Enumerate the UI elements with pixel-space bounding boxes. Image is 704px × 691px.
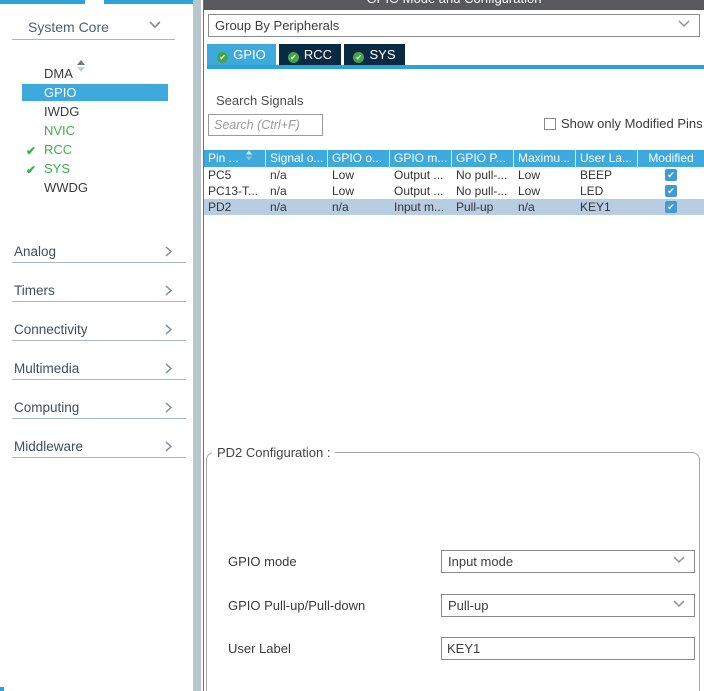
category-underline — [12, 340, 186, 341]
mode-config-titlebar: GPIO Mode and Configuration — [204, 0, 704, 10]
chevron-right-icon — [164, 440, 173, 453]
sidebar-category-computing[interactable]: Computing — [14, 399, 179, 416]
panel-splitter[interactable] — [193, 0, 201, 691]
sidebar-category-connectivity[interactable]: Connectivity — [14, 321, 179, 338]
panel-divider-line — [203, 0, 204, 691]
gpio-mode-label: GPIO mode — [228, 554, 297, 569]
pd2-configuration-title: PD2 Configuration : — [212, 445, 336, 460]
category-underline — [12, 301, 186, 302]
table-row[interactable]: PC5 n/a Low Output ... No pull-... Low B… — [204, 167, 704, 183]
category-underline — [12, 418, 186, 419]
column-header-user-label[interactable]: User La... — [576, 150, 638, 167]
check-circle-icon: ✔ — [287, 52, 299, 63]
sidebar-top-accent — [0, 0, 85, 4]
category-underline — [12, 262, 186, 263]
category-underline — [12, 457, 186, 458]
chevron-right-icon — [164, 401, 173, 414]
sidebar-category-middleware[interactable]: Middleware — [14, 438, 179, 455]
column-header-maximum[interactable]: Maximu... — [514, 150, 576, 167]
chevron-right-icon — [164, 323, 173, 336]
column-header-gpio-output[interactable]: GPIO o... — [328, 150, 390, 167]
tab-sys[interactable]: ✔ SYS — [344, 44, 405, 65]
group-by-dropdown[interactable]: Group By Peripherals — [208, 14, 700, 37]
show-only-modified-label: Show only Modified Pins — [561, 116, 703, 131]
table-header-row: Pin ... Signal o... GPIO o... GPIO m... … — [204, 150, 704, 167]
modified-checkbox[interactable]: ✔ — [665, 185, 677, 197]
sidebar-item-iwdg[interactable]: IWDG — [44, 104, 80, 119]
search-signals-label: Search Signals — [216, 93, 304, 108]
check-circle-icon: ✔ — [353, 52, 365, 63]
category-underline — [12, 379, 186, 380]
show-only-modified-checkbox[interactable] — [544, 118, 556, 130]
column-header-pin[interactable]: Pin ... — [204, 150, 266, 167]
check-circle-icon: ✔ — [217, 52, 229, 63]
column-header-gpio-mode[interactable]: GPIO m... — [390, 150, 452, 167]
chevron-down-icon[interactable] — [148, 20, 162, 29]
sidebar-top-accent — [104, 0, 193, 4]
gpio-pull-label: GPIO Pull-up/Pull-down — [228, 598, 366, 613]
sidebar-item-gpio[interactable]: GPIO — [22, 84, 168, 101]
chevron-down-icon — [672, 555, 686, 564]
modified-checkbox[interactable]: ✔ — [665, 201, 677, 213]
user-label-label: User Label — [228, 641, 291, 656]
sidebar-category-analog[interactable]: Analog — [14, 243, 179, 260]
column-header-modified[interactable]: Modified — [648, 151, 694, 165]
panel-title: GPIO Mode and Configuration — [204, 0, 704, 6]
sidebar-item-sys[interactable]: ✔ SYS — [26, 161, 71, 177]
sidebar-item-dma[interactable]: DMA — [44, 66, 73, 81]
gpio-pull-select[interactable]: Pull-up — [441, 594, 695, 617]
user-label-input[interactable] — [441, 637, 695, 660]
sidebar-item-wwdg[interactable]: WWDG — [44, 180, 89, 195]
sort-icon — [245, 150, 253, 161]
gpio-mode-select[interactable]: Input mode — [441, 550, 695, 573]
peripherals-sidebar: System Core DMA GPIO IWDG NVIC ✔ RCC ✔ SYS… — [0, 0, 193, 691]
check-icon: ✔ — [26, 163, 37, 177]
tab-underline — [207, 65, 704, 69]
section-underline — [12, 39, 175, 40]
modified-checkbox[interactable]: ✔ — [665, 169, 677, 181]
chevron-down-icon — [677, 19, 691, 28]
column-header-gpio-pull[interactable]: GPIO P... — [452, 150, 514, 167]
chevron-right-icon — [164, 362, 173, 375]
sidebar-item-nvic[interactable]: NVIC — [44, 123, 76, 138]
column-header-signal[interactable]: Signal o... — [266, 150, 328, 167]
chevron-right-icon — [164, 284, 173, 297]
sidebar-section-system-core[interactable]: System Core — [28, 19, 109, 35]
tab-gpio[interactable]: ✔ GPIO — [207, 44, 276, 65]
pd2-configuration-groupbox — [206, 452, 700, 691]
table-row-selected[interactable]: PD2 n/a n/a Input m... Pull-up n/a KEY1 … — [204, 199, 704, 215]
chevron-down-icon — [672, 599, 686, 608]
sidebar-category-timers[interactable]: Timers — [14, 282, 179, 299]
pins-table: Pin ... Signal o... GPIO o... GPIO m... … — [204, 150, 704, 215]
sort-icon[interactable] — [77, 60, 86, 72]
table-row[interactable]: PC13-T... n/a Low Output ... No pull-...… — [204, 183, 704, 199]
search-input[interactable] — [208, 114, 323, 136]
sidebar-item-rcc[interactable]: ✔ RCC — [26, 142, 73, 158]
sidebar-category-multimedia[interactable]: Multimedia — [14, 360, 179, 377]
sidebar-bottom-accent — [0, 687, 4, 691]
chevron-right-icon — [164, 245, 173, 258]
tab-rcc[interactable]: ✔ RCC — [279, 44, 341, 65]
check-icon: ✔ — [26, 144, 37, 158]
